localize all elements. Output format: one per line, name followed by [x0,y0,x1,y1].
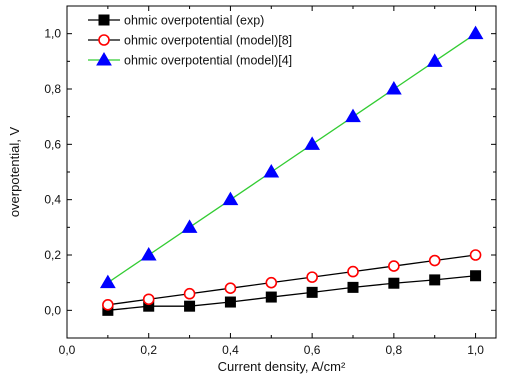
series-line [107,254,476,306]
y-tick-label: 0,0 [44,303,61,317]
legend-marker [96,52,112,66]
data-point [347,265,359,278]
legend-marker [98,34,110,46]
data-point [222,191,239,206]
y-axis-ticks: 0,0 0,2 0,4 0,6 0,8 1,0 [44,5,496,339]
data-point [385,81,402,95]
data-point [347,281,359,293]
series-1 [102,270,482,316]
x-tick-label: 0,2 [140,343,157,357]
legend: ohmic overpotential (exp) ohmic overpoten… [88,14,292,68]
x-tick-label: 1,0 [467,343,484,357]
data-point [306,286,318,298]
data-point [265,276,278,289]
legend-label: ohmic overpotential (exp) [124,14,264,28]
data-point [265,291,277,303]
series-line [107,33,476,284]
data-point [263,164,280,178]
series-layer [99,25,484,316]
y-tick-label: 0,6 [44,137,61,151]
data-point [102,298,114,311]
legend-label: ohmic overpotential (model)[4] [124,54,292,68]
data-point [99,274,116,289]
legend-marker [98,14,110,26]
legend-label: ohmic overpotential (model)[8] [124,34,292,48]
x-tick-label: 0,4 [222,343,239,357]
data-point [140,247,157,261]
data-point [181,219,198,233]
data-point [470,270,482,282]
series-3 [99,25,484,289]
y-tick-label: 0,2 [44,248,61,262]
x-tick-label: 0,6 [304,343,321,357]
x-tick-label: 0,8 [386,343,403,357]
data-point [345,108,361,123]
data-point [469,249,482,261]
data-point [304,136,321,150]
legend-item: ohmic overpotential (model)[8] [88,34,292,48]
series-2 [102,249,482,311]
data-point [183,287,196,300]
x-tick-label: 0,0 [59,343,76,357]
legend-item: ohmic overpotential (exp) [88,14,264,28]
y-tick-label: 0,8 [44,82,61,96]
data-point [467,25,484,40]
y-tick-label: 0,4 [44,193,61,207]
data-point [429,274,441,286]
legend-item: ohmic overpotential (model)[4] [88,52,292,68]
y-axis-title: overpotential, V [7,127,22,218]
data-point [388,260,400,272]
data-point [224,282,237,295]
data-point [306,271,318,283]
data-point [224,296,236,308]
data-point [426,53,443,67]
data-point [184,300,196,312]
data-point [388,277,400,289]
y-tick-label: 1,0 [44,27,61,41]
x-axis-title: Current density, A/cm² [218,359,346,374]
data-point [142,293,155,306]
data-point [428,254,441,267]
series-line [107,275,476,311]
x-axis-ticks: 0,0 0,2 0,4 0,6 0,8 1,0 [59,6,484,357]
